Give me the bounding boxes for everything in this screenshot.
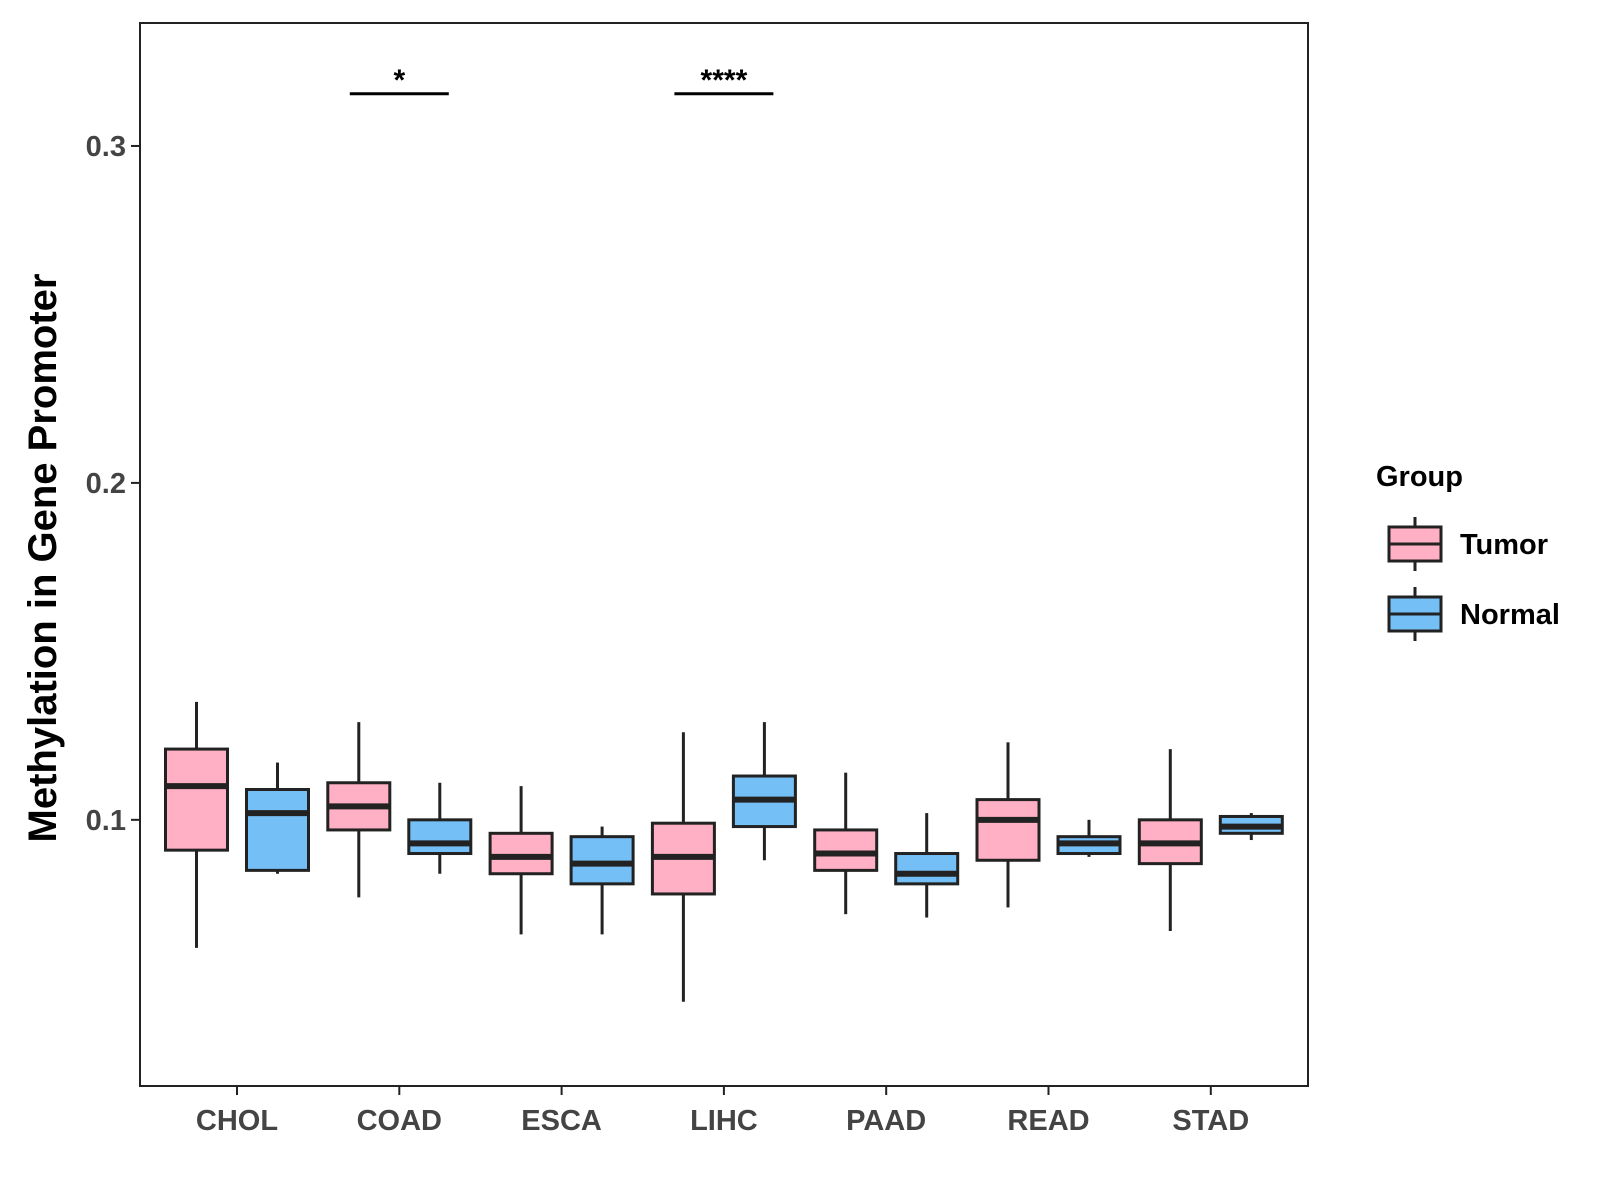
y-axis-title: Methylation in Gene Promoter bbox=[21, 274, 65, 843]
legend-title: Group bbox=[1376, 461, 1463, 493]
significance-label: **** bbox=[701, 64, 748, 97]
y-tick-label: 0.2 bbox=[86, 468, 126, 500]
box-iqr bbox=[813, 828, 879, 872]
box-normal-paad bbox=[894, 813, 960, 918]
box-tumor-stad bbox=[1137, 749, 1203, 932]
x-tick-label: CHOL bbox=[196, 1105, 278, 1137]
box-tumor-coad bbox=[326, 722, 392, 898]
x-axis: CHOL COAD ESCA LIHC PAAD READ STAD bbox=[196, 1086, 1249, 1137]
x-tick-label: READ bbox=[1007, 1105, 1089, 1137]
box-normal-read bbox=[1056, 819, 1122, 857]
box-normal-esca bbox=[569, 826, 635, 935]
box-iqr bbox=[488, 831, 554, 876]
box-tumor-chol bbox=[164, 701, 229, 948]
legend-label: Tumor bbox=[1460, 529, 1548, 561]
legend-label: Normal bbox=[1460, 599, 1560, 631]
box-normal-coad bbox=[407, 782, 473, 874]
box-normal-stad bbox=[1218, 813, 1284, 841]
y-axis: 0.1 0.2 0.3 bbox=[86, 131, 140, 837]
y-tick-label: 0.3 bbox=[86, 131, 126, 163]
legend: Group Tumor Normal bbox=[1376, 461, 1560, 641]
x-tick-label: PAAD bbox=[846, 1105, 926, 1137]
box-iqr bbox=[975, 798, 1041, 862]
x-tick-label: COAD bbox=[357, 1105, 442, 1137]
box-iqr bbox=[164, 747, 229, 852]
legend-item-tumor: Tumor bbox=[1387, 517, 1548, 571]
box-layer bbox=[164, 701, 1284, 1002]
box-tumor-lihc bbox=[650, 732, 716, 1002]
significance-annotations: * **** bbox=[349, 64, 774, 97]
box-tumor-read bbox=[975, 742, 1041, 908]
box-iqr bbox=[894, 852, 960, 886]
x-tick-label: LIHC bbox=[690, 1105, 758, 1137]
box-normal-lihc bbox=[731, 722, 797, 861]
box-tumor-esca bbox=[488, 786, 554, 935]
box-iqr bbox=[407, 818, 473, 856]
x-tick-label: ESCA bbox=[521, 1105, 602, 1137]
y-tick-label: 0.1 bbox=[86, 805, 126, 837]
x-tick-label: STAD bbox=[1172, 1105, 1249, 1137]
box-iqr bbox=[569, 835, 635, 886]
legend-item-normal: Normal bbox=[1387, 587, 1560, 641]
box-normal-chol bbox=[245, 762, 310, 874]
box-iqr bbox=[245, 788, 310, 872]
significance-label: * bbox=[393, 64, 405, 97]
box-tumor-paad bbox=[813, 772, 879, 915]
